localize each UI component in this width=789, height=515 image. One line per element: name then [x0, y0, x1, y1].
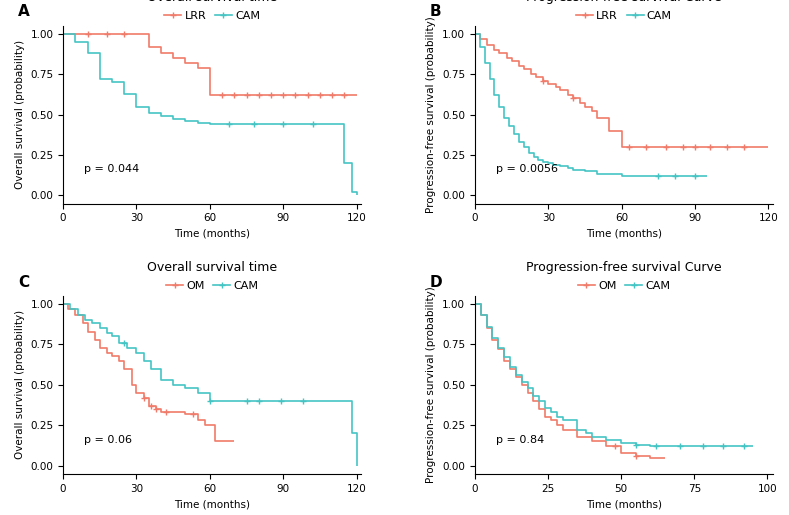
Y-axis label: Progression-free survival (probability): Progression-free survival (probability)	[427, 286, 436, 483]
Y-axis label: Overall survival (probability): Overall survival (probability)	[15, 40, 24, 189]
Title: Progression-free survival Curve: Progression-free survival Curve	[526, 261, 722, 274]
Legend: OM, CAM: OM, CAM	[162, 277, 263, 296]
X-axis label: Time (months): Time (months)	[174, 229, 250, 239]
Text: p = 0.06: p = 0.06	[84, 435, 132, 444]
Text: p = 0.044: p = 0.044	[84, 164, 139, 175]
Text: C: C	[18, 274, 29, 289]
Legend: OM, CAM: OM, CAM	[574, 277, 675, 296]
Text: p = 0.0056: p = 0.0056	[495, 164, 558, 175]
Y-axis label: Overall survival (probability): Overall survival (probability)	[15, 311, 24, 459]
Title: Overall survival time: Overall survival time	[148, 261, 278, 274]
Y-axis label: Progression-free survival (probability): Progression-free survival (probability)	[427, 16, 436, 213]
Text: A: A	[18, 5, 30, 20]
Text: B: B	[430, 5, 442, 20]
Text: p = 0.84: p = 0.84	[495, 435, 544, 444]
X-axis label: Time (months): Time (months)	[586, 229, 662, 239]
Title: Progression-free survival Curve: Progression-free survival Curve	[526, 0, 722, 4]
Legend: LRR, CAM: LRR, CAM	[572, 6, 676, 25]
Legend: LRR, CAM: LRR, CAM	[160, 6, 264, 25]
Title: Overall survival time: Overall survival time	[148, 0, 278, 4]
Text: D: D	[430, 274, 443, 289]
X-axis label: Time (months): Time (months)	[174, 499, 250, 509]
X-axis label: Time (months): Time (months)	[586, 499, 662, 509]
